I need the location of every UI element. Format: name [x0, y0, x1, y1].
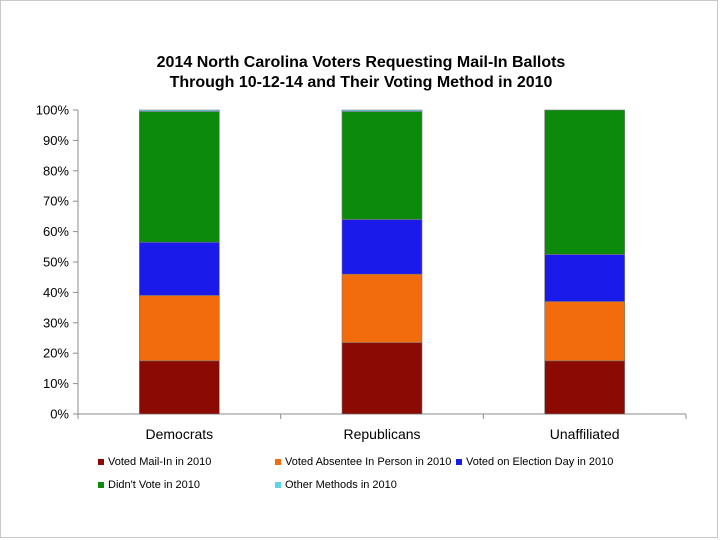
- x-category-label: Unaffiliated: [550, 426, 620, 442]
- legend-swatch: [275, 482, 281, 488]
- y-tick-label: 70%: [43, 194, 69, 209]
- bars: [139, 109, 625, 415]
- x-category-label: Republicans: [343, 426, 420, 442]
- x-axis-labels: Democrats Republicans Unaffiliated: [145, 426, 619, 442]
- bar-segment-1-5: [139, 109, 220, 112]
- bar-segment-3-3: [544, 254, 625, 302]
- x-category-label: Democrats: [145, 426, 213, 442]
- y-tick-label: 20%: [43, 346, 69, 361]
- y-tick-label: 90%: [43, 133, 69, 148]
- legend-label: Didn't Vote in 2010: [108, 479, 200, 491]
- bar-segment-2-5: [341, 109, 423, 112]
- legend-swatch: [98, 482, 104, 488]
- y-tick-label: 10%: [43, 376, 69, 391]
- chart-title-line: Through 10-12-14 and Their Voting Method…: [170, 74, 553, 91]
- bar-segment-3-4: [544, 109, 625, 255]
- bar-segment-3-1: [544, 360, 625, 415]
- chart-title-line: 2014 North Carolina Voters Requesting Ma…: [157, 54, 566, 71]
- y-tick-label: 30%: [43, 315, 69, 330]
- y-tick-label: 100%: [36, 103, 70, 118]
- y-axis: 0% 10% 20% 30% 40% 50% 60% 70% 80% 90% 100%: [36, 103, 687, 422]
- y-tick-label: 0%: [50, 407, 69, 422]
- chart-title: 2014 North Carolina Voters Requesting Ma…: [157, 54, 566, 91]
- bar-segment-3-2: [544, 301, 625, 362]
- y-tick-label: 60%: [43, 224, 69, 239]
- legend-swatch: [275, 459, 281, 465]
- legend-label: Other Methods in 2010: [285, 479, 397, 491]
- y-tick-label: 40%: [43, 285, 69, 300]
- legend-label: Voted on Election Day in 2010: [466, 456, 613, 468]
- bar-segment-2-1: [341, 342, 423, 415]
- bar-segment-2-3: [341, 219, 423, 275]
- bar-segment-1-1: [139, 360, 220, 415]
- legend-label: Voted Absentee In Person in 2010: [285, 456, 451, 468]
- bar-segment-1-4: [139, 111, 220, 243]
- legend-swatch: [456, 459, 462, 465]
- y-tick-label: 50%: [43, 255, 69, 270]
- legend-swatch: [98, 459, 104, 465]
- legend: Voted Mail-In in 2010 Voted Absentee In P…: [98, 456, 613, 491]
- bar-segment-2-2: [341, 273, 423, 343]
- bar-segment-1-2: [139, 295, 220, 362]
- bar-segment-1-3: [139, 241, 220, 296]
- legend-label: Voted Mail-In in 2010: [108, 456, 211, 468]
- y-tick-label: 80%: [43, 163, 69, 178]
- bar-segment-2-4: [341, 111, 423, 220]
